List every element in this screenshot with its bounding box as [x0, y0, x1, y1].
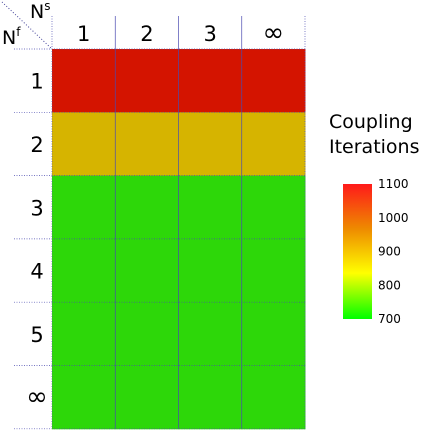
heatmap-cell [241, 175, 306, 240]
column-header-label: 3 [203, 22, 216, 46]
heatmap-cell [241, 49, 306, 113]
column-header-label: ∞ [263, 18, 285, 48]
heatmap-cell [115, 365, 179, 430]
colorbar-tick-label: 1100 [378, 177, 409, 191]
column-header-label: 2 [140, 22, 153, 46]
row-header-label: 1 [30, 70, 43, 94]
heatmap-cell [52, 49, 116, 113]
row-headers: 1 2 3 4 5 ∞ [26, 70, 48, 412]
colorbar-tick-label: 900 [378, 245, 401, 259]
heatmap-grid [14, 16, 306, 430]
row-header-label: 4 [30, 260, 43, 284]
heatmap-cell [115, 238, 179, 303]
column-header-label: 1 [77, 22, 90, 46]
column-axis-label: Ns [30, 0, 50, 23]
colorbar-tick-label: 1000 [378, 211, 409, 225]
colorbar-title: Coupling Iterations [329, 110, 429, 160]
heatmap-cells [52, 49, 306, 430]
colorbar-title-line-2: Iterations [329, 136, 420, 158]
heatmap-cell [178, 365, 243, 430]
heatmap-cell [241, 112, 306, 177]
column-headers: 1 2 3 ∞ [77, 18, 284, 48]
colorbar-title-line-1: Coupling [329, 111, 413, 133]
heatmap-cell [52, 175, 116, 240]
heatmap-cell [52, 302, 116, 366]
heatmap-cell [178, 112, 243, 177]
corner-diagonal [1, 1, 53, 50]
heatmap-cell [241, 365, 306, 430]
colorbar-ticks: 1100 1000 900 800 700 [378, 177, 409, 326]
colorbar-tick-label: 800 [378, 278, 401, 292]
heatmap-cell [178, 302, 243, 366]
row-header-label: ∞ [26, 382, 48, 412]
heatmap-cell [178, 238, 243, 303]
colorbar [343, 184, 372, 319]
heatmap-cell [241, 302, 306, 366]
heatmap-cell [52, 112, 116, 177]
heatmap-cell [178, 175, 243, 240]
row-header-label: 3 [30, 196, 43, 220]
colorbar-tick-label: 700 [378, 312, 401, 326]
heatmap-cell [178, 49, 243, 113]
heatmap-cell [115, 112, 179, 177]
heatmap-cell [52, 238, 116, 303]
row-header-label: 2 [30, 133, 43, 157]
heatmap-cell [115, 175, 179, 240]
row-header-label: 5 [30, 323, 43, 347]
heatmap-cell [241, 238, 306, 303]
row-axis-label: Nf [2, 25, 21, 49]
heatmap-cell [52, 365, 116, 430]
heatmap-cell [115, 49, 179, 113]
heatmap-cell [115, 302, 179, 366]
